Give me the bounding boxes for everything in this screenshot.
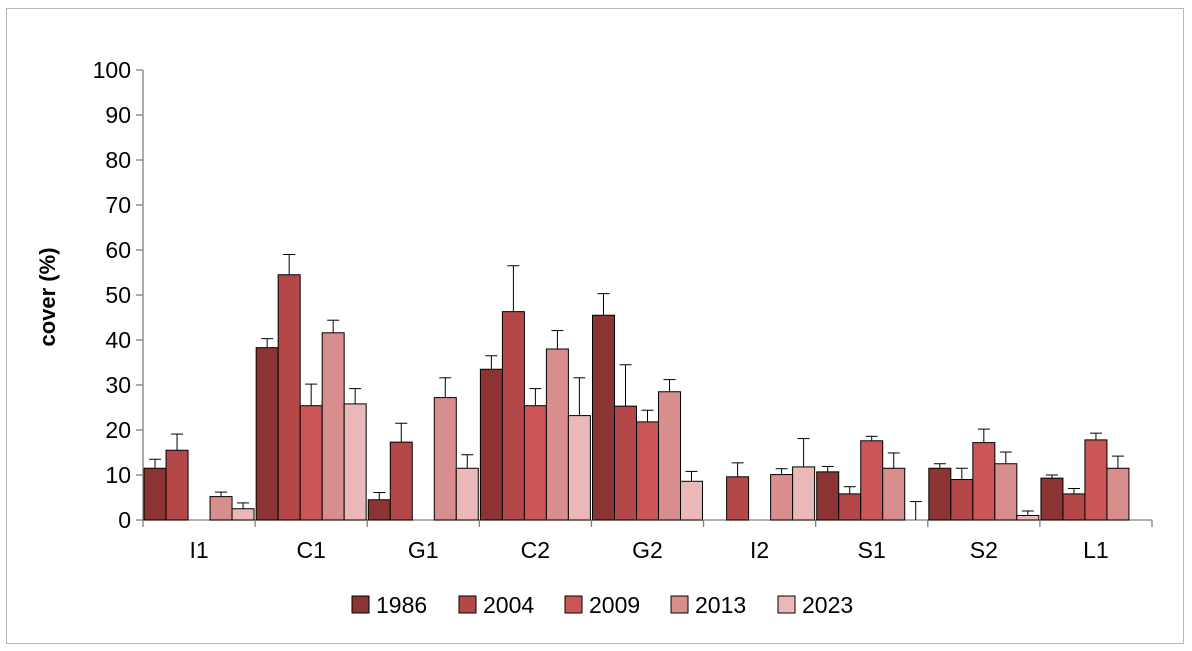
bar-2004-C1 bbox=[277, 274, 301, 521]
bar-2013-I1 bbox=[209, 496, 233, 521]
x-tick-label: G1 bbox=[408, 537, 439, 563]
bar-2023-G1 bbox=[455, 467, 479, 521]
bar-2009-S2 bbox=[972, 442, 996, 521]
bar-2009-G2 bbox=[636, 421, 659, 521]
legend-label-2004: 2004 bbox=[483, 592, 534, 618]
legend-label-2013: 2013 bbox=[695, 592, 746, 618]
bar-2004-L1 bbox=[1062, 493, 1086, 521]
y-tick-label: 50 bbox=[105, 282, 131, 308]
bar-2004-I2 bbox=[726, 476, 750, 521]
bar-2013-G2 bbox=[658, 391, 681, 521]
bar-2013-I2 bbox=[770, 474, 794, 521]
bar-2009-C1 bbox=[299, 405, 323, 521]
bars bbox=[143, 254, 1130, 521]
legend-swatch-2013 bbox=[670, 595, 689, 614]
legend-swatch-1986 bbox=[351, 595, 370, 614]
bar-2023-I2 bbox=[792, 466, 816, 521]
legend-label-2023: 2023 bbox=[802, 592, 853, 618]
x-tick-label: G2 bbox=[632, 537, 663, 563]
x-tick-label: C1 bbox=[296, 537, 325, 563]
bar-2013-G1 bbox=[433, 397, 457, 521]
bar-2013-C2 bbox=[545, 348, 569, 521]
y-tick-label: 10 bbox=[105, 462, 131, 488]
bar-2004-G1 bbox=[389, 441, 413, 521]
y-tick-label: 100 bbox=[93, 57, 131, 83]
y-tick-label: 30 bbox=[105, 372, 131, 398]
bar-2023-I1 bbox=[231, 508, 255, 521]
bar-2004-S2 bbox=[950, 479, 974, 521]
x-tick-label: I1 bbox=[189, 537, 208, 563]
y-tick-label: 70 bbox=[105, 192, 131, 218]
bar-1986-C1 bbox=[255, 347, 279, 521]
legend-swatch-2009 bbox=[564, 595, 583, 614]
legend-swatch-2004 bbox=[458, 595, 477, 614]
bar-2023-S2 bbox=[1016, 515, 1040, 521]
bar-1986-G1 bbox=[367, 499, 391, 521]
bar-2023-C1 bbox=[343, 403, 367, 521]
y-tick-label: 0 bbox=[118, 507, 131, 533]
y-tick-label: 80 bbox=[105, 147, 131, 173]
bar-2013-C1 bbox=[321, 332, 345, 521]
bar-2023-C2 bbox=[567, 415, 591, 521]
y-tick-label: 40 bbox=[105, 327, 131, 353]
bar-2009-L1 bbox=[1084, 439, 1108, 521]
bar-1986-L1 bbox=[1040, 477, 1064, 521]
x-tick-label: S2 bbox=[970, 537, 998, 563]
bar-2009-C2 bbox=[523, 405, 547, 521]
bar-2023-G2 bbox=[680, 480, 703, 521]
bar-2013-S1 bbox=[882, 467, 906, 521]
bar-2013-L1 bbox=[1106, 467, 1130, 521]
legend-label-2009: 2009 bbox=[589, 592, 640, 618]
bar-1986-C2 bbox=[479, 368, 503, 521]
legend-label-1986: 1986 bbox=[376, 592, 427, 618]
x-tick-label: C2 bbox=[521, 537, 550, 563]
bar-2013-S2 bbox=[994, 463, 1018, 521]
x-tick-label: I2 bbox=[750, 537, 769, 563]
legend: 1986 2004 2009 2013 2023 bbox=[351, 592, 853, 618]
y-tick-label: 20 bbox=[105, 417, 131, 443]
y-tick-label: 90 bbox=[105, 102, 131, 128]
bar-1986-S2 bbox=[928, 467, 952, 521]
bar-2004-S1 bbox=[838, 493, 862, 521]
x-tick-label: L1 bbox=[1083, 537, 1109, 563]
bar-1986-G2 bbox=[592, 314, 615, 521]
x-tick-label: S1 bbox=[858, 537, 886, 563]
bar-2009-S1 bbox=[860, 440, 884, 521]
legend-swatch-2023 bbox=[777, 595, 796, 614]
bar-2004-I1 bbox=[165, 449, 189, 521]
bar-2004-C2 bbox=[501, 311, 525, 521]
y-tick-label: 60 bbox=[105, 237, 131, 263]
bar-2004-G2 bbox=[614, 405, 637, 521]
bar-1986-I1 bbox=[143, 467, 167, 521]
y-axis-label: cover (%) bbox=[35, 247, 60, 346]
bar-1986-S1 bbox=[816, 471, 840, 521]
